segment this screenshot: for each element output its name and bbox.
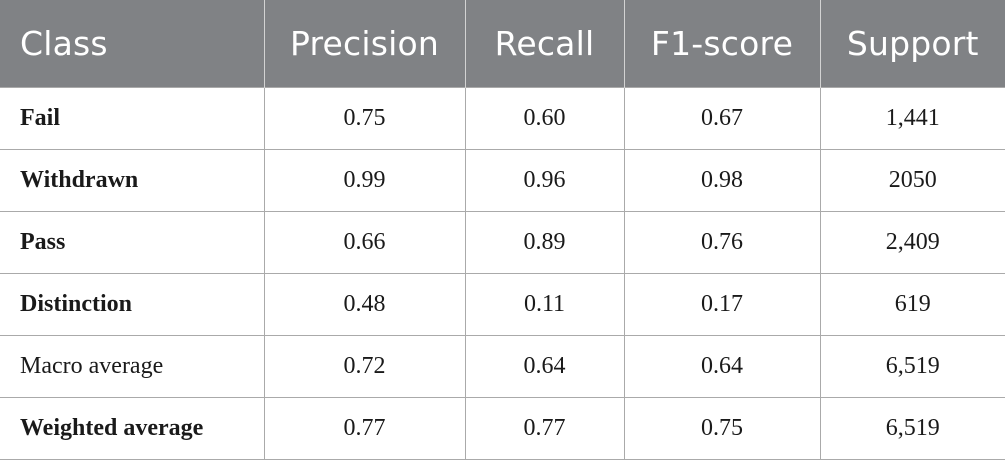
precision-cell: 0.48 [263, 272, 466, 336]
precision-cell: 0.99 [263, 148, 466, 212]
support-cell: 6,519 [819, 334, 1005, 398]
f1-score-cell: 0.98 [623, 148, 821, 212]
class-cell: Weighted average [0, 396, 265, 460]
support-cell: 1,441 [819, 86, 1005, 150]
support-cell: 2,409 [819, 210, 1005, 274]
support-cell: 2050 [819, 148, 1005, 212]
header-f1-score: F1-score [623, 0, 820, 87]
table-row: Weighted average 0.77 0.77 0.75 6,519 [0, 396, 1005, 460]
table-row: Pass 0.66 0.89 0.76 2,409 [0, 210, 1005, 274]
support-cell: 6,519 [819, 396, 1005, 460]
header-support: Support [819, 0, 1005, 87]
precision-cell: 0.72 [263, 334, 466, 398]
table-header: Class Precision Recall F1-score Support [0, 0, 1005, 87]
recall-cell: 0.89 [464, 210, 625, 274]
class-cell: Distinction [0, 272, 265, 336]
header-row: Class Precision Recall F1-score Support [0, 0, 1005, 87]
class-cell: Macro average [0, 334, 265, 398]
precision-cell: 0.66 [263, 210, 466, 274]
class-cell: Fail [0, 86, 265, 150]
header-recall: Recall [464, 0, 624, 87]
header-class: Class [0, 0, 264, 87]
f1-score-cell: 0.67 [623, 86, 821, 150]
table-row: Distinction 0.48 0.11 0.17 619 [0, 272, 1005, 336]
recall-cell: 0.96 [464, 148, 625, 212]
precision-cell: 0.75 [263, 86, 466, 150]
table-row: Withdrawn 0.99 0.96 0.98 2050 [0, 148, 1005, 212]
support-cell: 619 [819, 272, 1005, 336]
precision-cell: 0.77 [263, 396, 466, 460]
f1-score-cell: 0.17 [623, 272, 821, 336]
class-cell: Withdrawn [0, 148, 265, 212]
f1-score-cell: 0.76 [623, 210, 821, 274]
table-body: Fail 0.75 0.60 0.67 1,441 Withdrawn 0.99 0.96 0.… [0, 86, 1005, 460]
f1-score-cell: 0.64 [623, 334, 821, 398]
f1-score-cell: 0.75 [623, 396, 821, 460]
recall-cell: 0.11 [464, 272, 625, 336]
recall-cell: 0.77 [464, 396, 625, 460]
class-cell: Pass [0, 210, 265, 274]
table-row: Macro average 0.72 0.64 0.64 6,519 [0, 334, 1005, 398]
table-row: Fail 0.75 0.60 0.67 1,441 [0, 86, 1005, 150]
recall-cell: 0.60 [464, 86, 625, 150]
header-precision: Precision [263, 0, 465, 87]
recall-cell: 0.64 [464, 334, 625, 398]
